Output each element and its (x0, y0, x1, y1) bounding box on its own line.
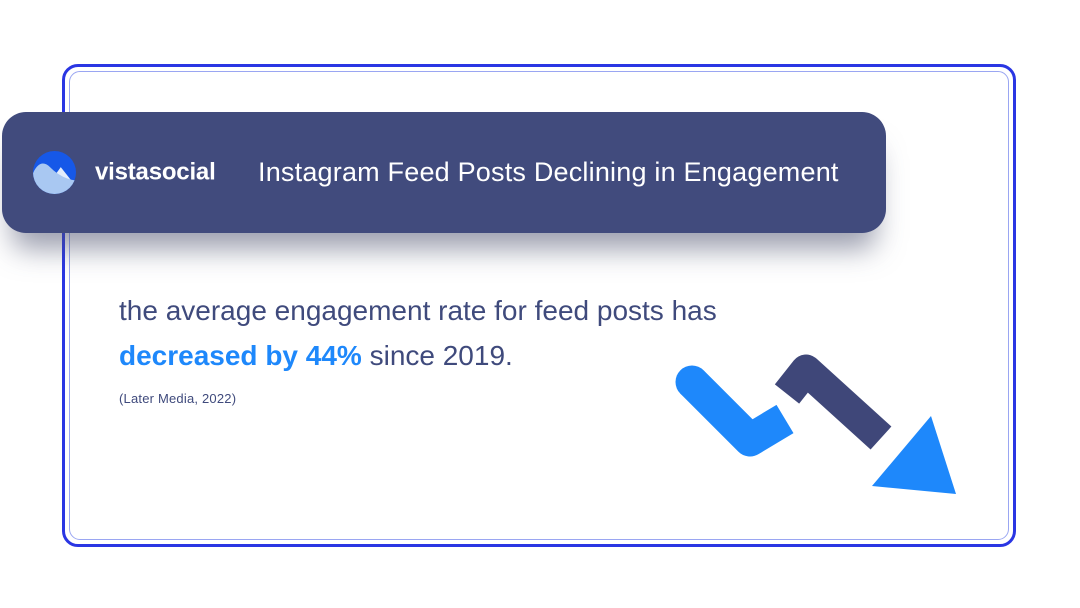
statement-line2: decreased by 44% since 2019. (119, 333, 819, 378)
header-banner: vistasocial Instagram Feed Posts Declini… (2, 112, 886, 233)
source-citation: (Later Media, 2022) (119, 391, 237, 406)
declining-trend-arrow-icon (675, 354, 956, 494)
statistic-statement: the average engagement rate for feed pos… (119, 288, 819, 378)
frame-border (62, 64, 1016, 547)
statement-highlight: decreased by 44% (119, 340, 362, 371)
frame-inner-border (69, 71, 1009, 540)
brand-wordmark: vistasocial (95, 157, 216, 185)
page-title: Instagram Feed Posts Declining in Engage… (258, 156, 839, 187)
vistasocial-logo-icon (33, 151, 76, 194)
statement-line1: the average engagement rate for feed pos… (119, 295, 717, 326)
statement-suffix: since 2019. (361, 340, 513, 371)
